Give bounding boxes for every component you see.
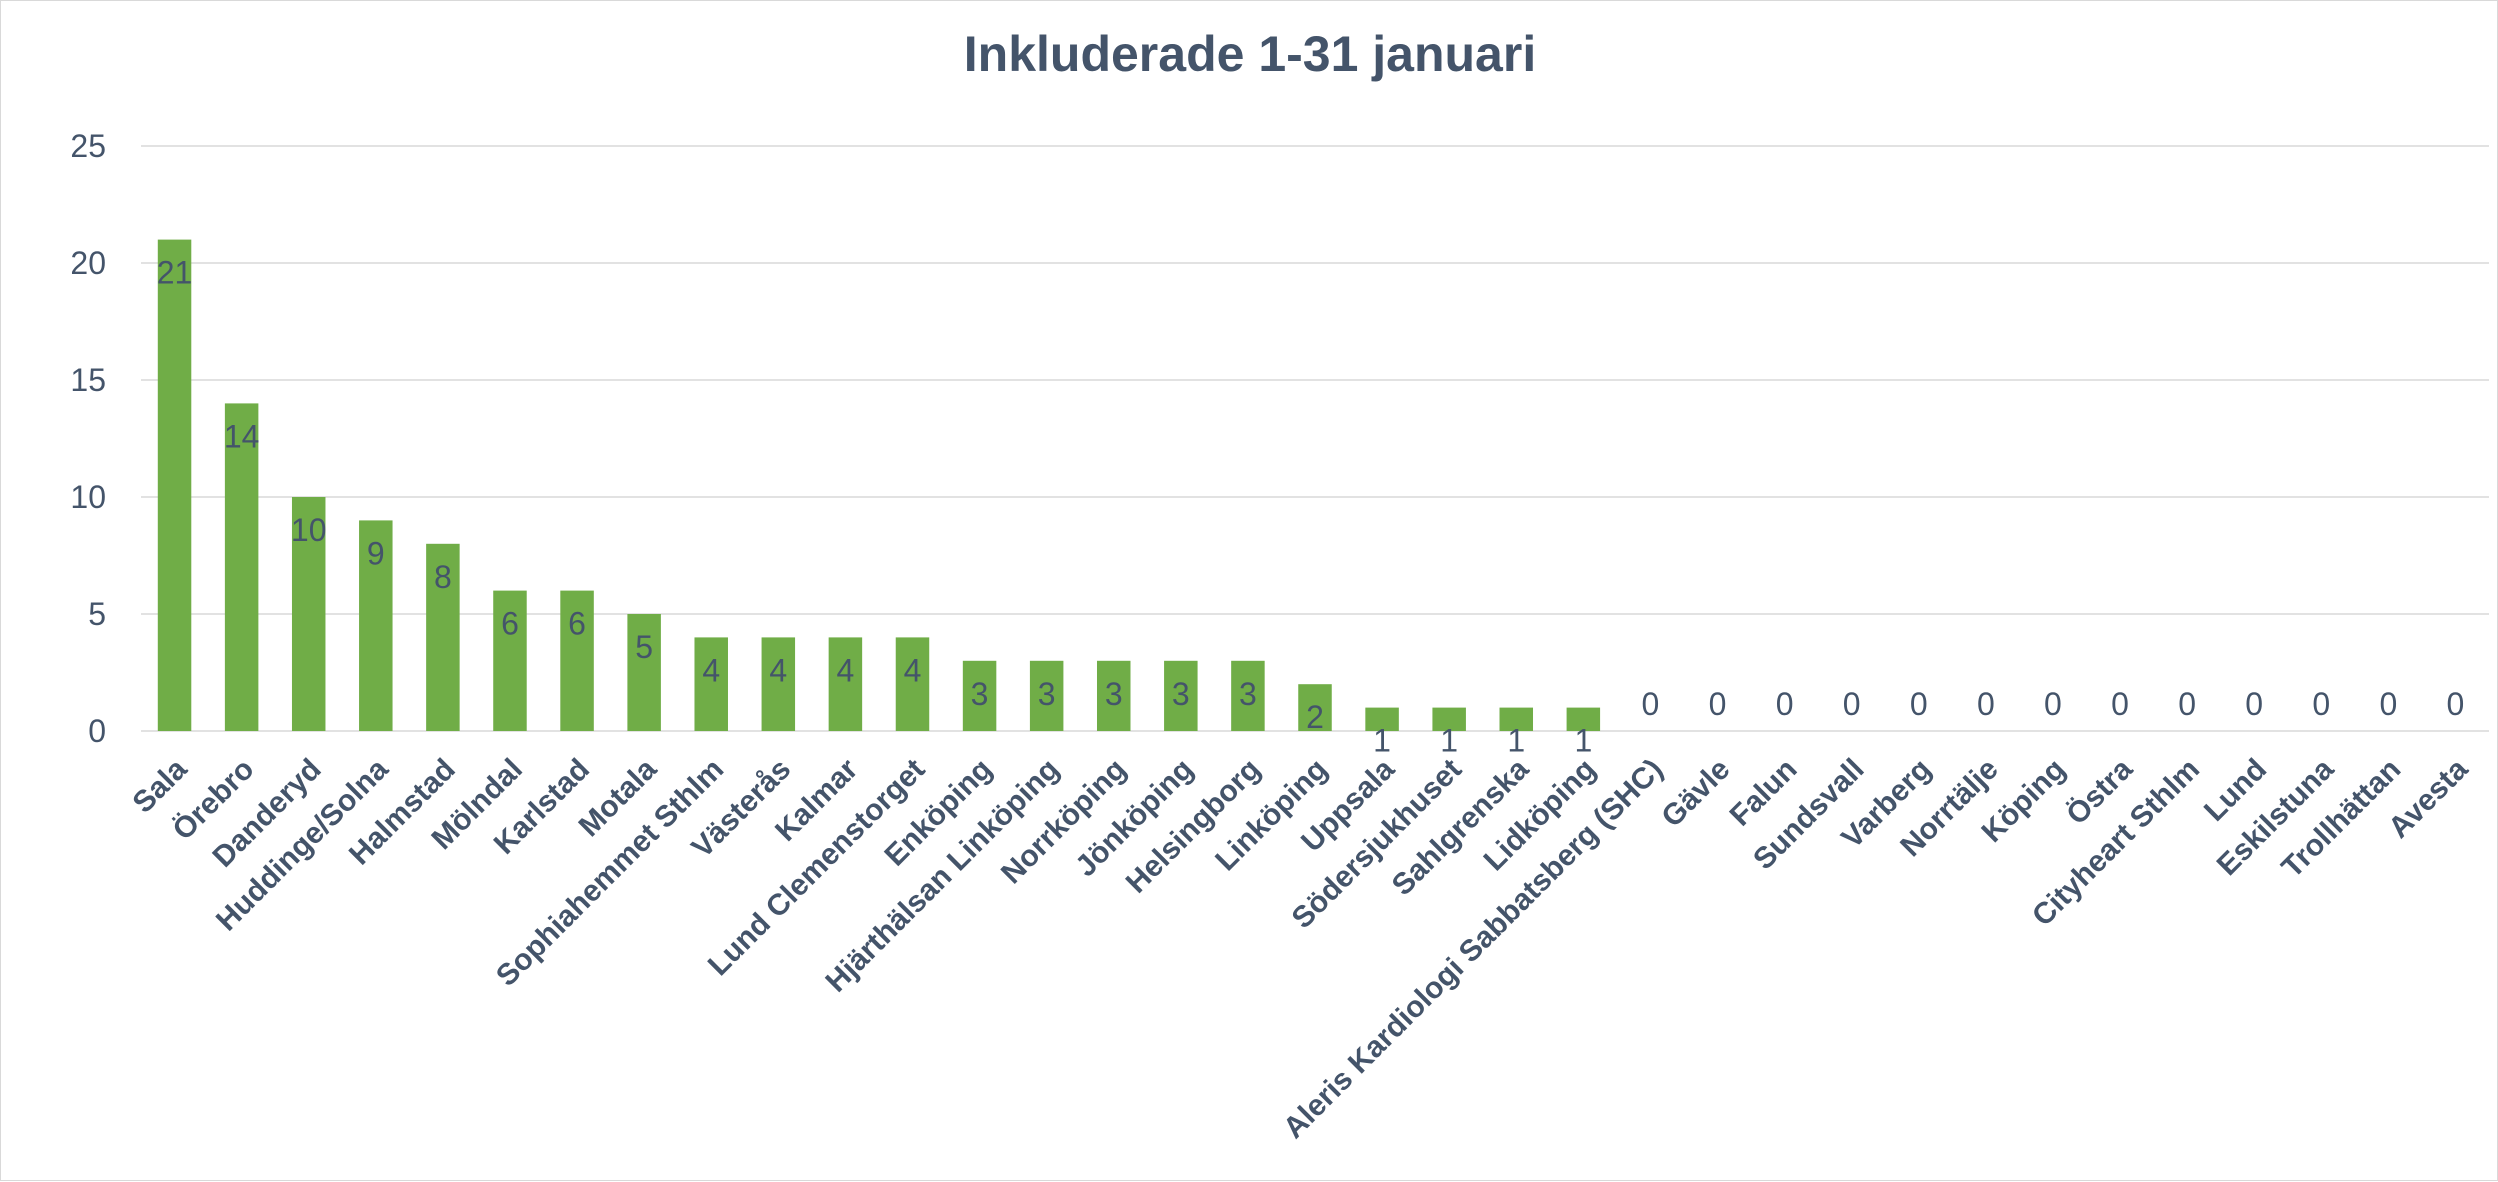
y-tick-label: 25 <box>70 128 106 164</box>
y-tick-label: 15 <box>70 362 106 398</box>
bar <box>694 637 728 731</box>
data-label: 0 <box>1776 686 1794 722</box>
bar <box>359 520 393 731</box>
data-label: 0 <box>1910 686 1928 722</box>
data-label: 9 <box>367 535 385 571</box>
data-label: 10 <box>291 512 327 548</box>
bars <box>157 239 1601 731</box>
bar <box>291 497 326 731</box>
bar <box>627 614 661 731</box>
bar <box>1231 660 1265 731</box>
data-label: 0 <box>2111 686 2129 722</box>
bar <box>493 590 527 731</box>
data-label: 4 <box>702 652 720 688</box>
y-tick-label: 10 <box>70 479 106 515</box>
bar <box>1499 707 1534 731</box>
bar <box>560 590 594 731</box>
data-label: 1 <box>1507 723 1525 759</box>
data-label: 21 <box>157 255 193 291</box>
data-label: 1 <box>1373 723 1391 759</box>
data-label: 1 <box>1440 723 1458 759</box>
bar <box>761 637 796 731</box>
data-label: 0 <box>2245 686 2263 722</box>
bar <box>1432 707 1466 731</box>
chart-title: Inkluderade 1-31 januari <box>964 26 1536 82</box>
data-label: 0 <box>2379 686 2397 722</box>
bar <box>224 403 259 731</box>
data-label: 6 <box>568 606 586 642</box>
y-tick-label: 5 <box>88 596 106 632</box>
data-label: 0 <box>2312 686 2330 722</box>
bar <box>828 637 863 731</box>
bar <box>1096 660 1131 731</box>
bar <box>426 543 460 731</box>
data-label: 0 <box>1977 686 1995 722</box>
bar <box>895 637 930 731</box>
y-axis: 0 5 10 15 20 25 <box>70 128 106 749</box>
data-label: 0 <box>2178 686 2196 722</box>
gridlines <box>141 145 2489 732</box>
data-label: 4 <box>837 652 855 688</box>
data-label: 3 <box>971 676 989 712</box>
data-label: 6 <box>501 606 519 642</box>
y-tick-label: 20 <box>70 245 106 281</box>
data-label: 0 <box>1642 686 1660 722</box>
bar <box>1029 660 1064 731</box>
data-label: 4 <box>769 652 787 688</box>
data-label: 0 <box>2044 686 2062 722</box>
bar <box>1164 660 1198 731</box>
data-label: 3 <box>1105 676 1123 712</box>
bar <box>962 660 997 731</box>
bar <box>157 239 192 731</box>
data-label: 0 <box>1709 686 1727 722</box>
data-label: 1 <box>1574 723 1592 759</box>
data-label: 8 <box>434 559 452 595</box>
data-label: 3 <box>1172 676 1190 712</box>
data-label: 2 <box>1306 699 1324 735</box>
bar <box>1566 707 1601 731</box>
y-tick-label: 0 <box>88 713 106 749</box>
x-tick-label: Gävle <box>1655 753 1736 834</box>
data-label: 5 <box>635 629 653 665</box>
data-label: 0 <box>1843 686 1861 722</box>
data-label: 14 <box>224 418 260 454</box>
bar <box>1365 707 1399 731</box>
x-axis: SalaÖrebroDanderydHuddinge/SolnaHalmstad… <box>127 752 2475 1144</box>
data-label: 3 <box>1239 676 1257 712</box>
data-label: 0 <box>2447 686 2465 722</box>
data-label: 4 <box>904 652 922 688</box>
bar <box>1298 684 1332 731</box>
data-label: 3 <box>1038 676 1056 712</box>
